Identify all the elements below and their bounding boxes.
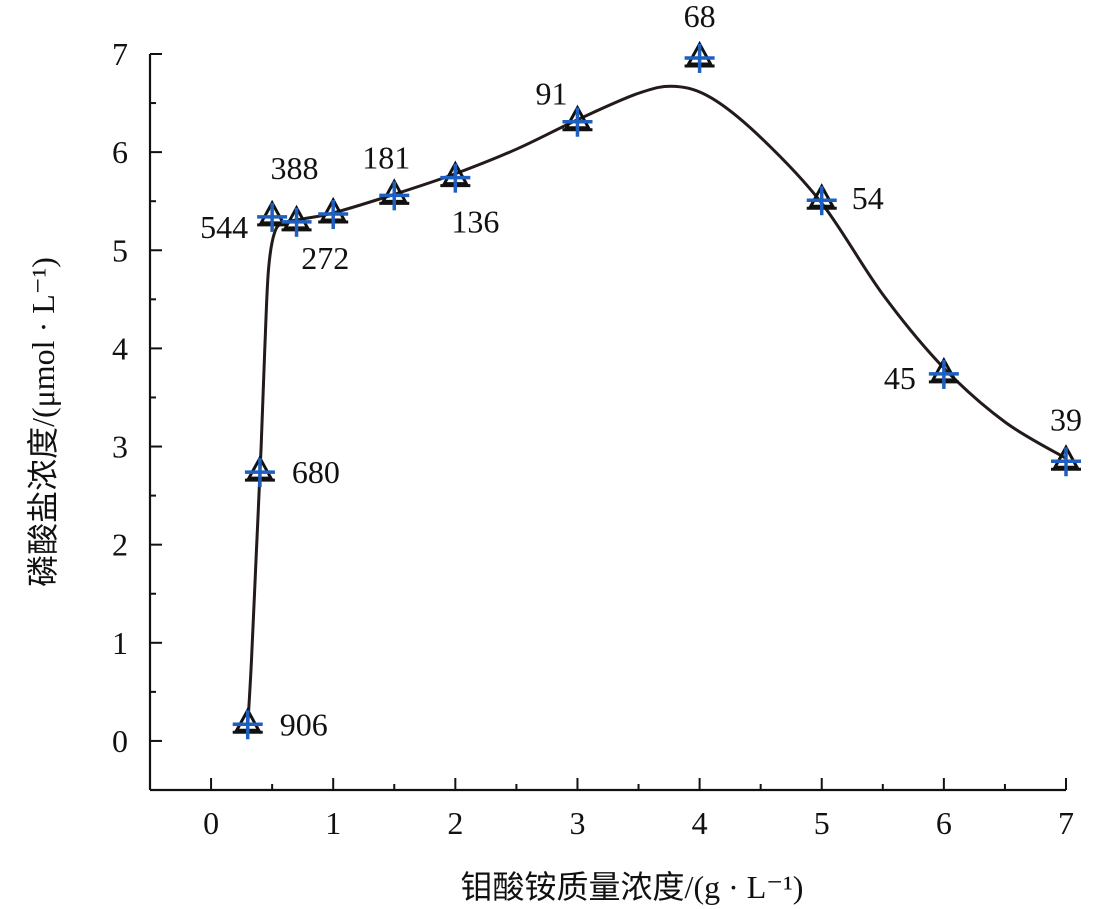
data-point-680	[244, 454, 275, 488]
data-point-91	[562, 104, 593, 137]
data-label-39: 39	[1050, 401, 1082, 437]
data-point-272	[318, 196, 349, 229]
x-tick-label-7: 7	[1058, 805, 1074, 841]
data-label-388: 388	[271, 150, 319, 186]
data-point-388	[281, 204, 312, 237]
data-point-906	[232, 707, 263, 740]
data-label-91: 91	[535, 76, 567, 112]
data-point-181	[379, 178, 410, 211]
x-tick-label-1: 1	[325, 805, 341, 841]
data-point-136	[440, 160, 471, 193]
y-axis-title: 磷酸盐浓度/(μmol · L⁻¹)	[25, 257, 61, 587]
y-tick-label-2: 2	[112, 527, 128, 563]
y-tick-label-0: 0	[112, 723, 128, 759]
data-point-68	[684, 40, 715, 73]
y-tick-label-4: 4	[112, 330, 128, 366]
data-label-54: 54	[852, 180, 884, 216]
x-tick-label-5: 5	[814, 805, 830, 841]
data-markers	[232, 40, 1081, 740]
data-label-272: 272	[301, 240, 349, 276]
axes	[148, 54, 1066, 792]
y-tick-label-6: 6	[112, 134, 128, 170]
x-tick-label-4: 4	[692, 805, 708, 841]
x-tick-label-0: 0	[203, 805, 219, 841]
data-label-181: 181	[362, 139, 410, 175]
data-point-45	[928, 356, 959, 389]
data-label-544: 544	[200, 209, 248, 245]
data-point-39	[1051, 444, 1081, 477]
x-tick-label-2: 2	[447, 805, 463, 841]
data-point-54	[806, 183, 837, 216]
x-tick-label-6: 6	[936, 805, 952, 841]
y-tick-label-5: 5	[112, 232, 128, 268]
y-tick-label-7: 7	[112, 36, 128, 72]
x-ticks: 0 1 2 3 4 5 6 7	[149, 778, 1074, 841]
data-labels: 906 680 544 388 272 181 136 91 68 54 45 39	[200, 0, 1082, 742]
data-point-544	[257, 199, 288, 232]
data-label-68: 68	[684, 0, 716, 34]
x-axis-title: 钼酸铵质量浓度/(g · L⁻¹)	[461, 869, 804, 905]
x-tick-label-3: 3	[569, 805, 585, 841]
y-tick-label-1: 1	[112, 625, 128, 661]
fit-curve	[246, 84, 1067, 727]
y-tick-label-3: 3	[112, 429, 128, 465]
data-label-680: 680	[292, 454, 340, 490]
data-label-136: 136	[451, 204, 499, 240]
y-ticks: 0 1 2 3 4 5 6 7	[112, 36, 162, 791]
data-label-906: 906	[280, 706, 328, 742]
data-label-45: 45	[884, 360, 916, 396]
